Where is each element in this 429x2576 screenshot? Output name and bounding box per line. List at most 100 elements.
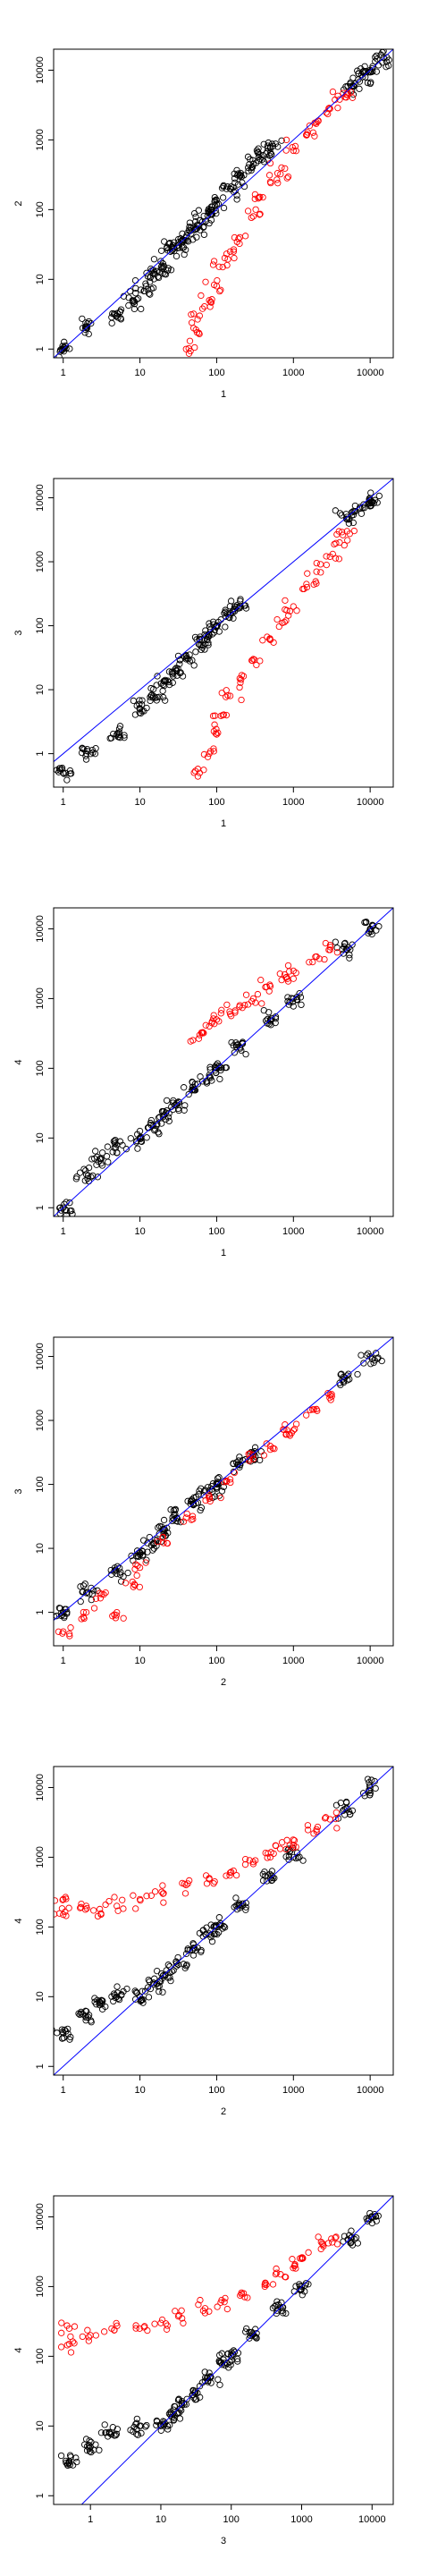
point-red (226, 1872, 233, 1879)
point-black (171, 239, 178, 246)
point-black (273, 2309, 280, 2318)
point-black (104, 1143, 112, 1150)
point-black (90, 2446, 97, 2453)
point-black (116, 723, 124, 730)
point-black (345, 520, 353, 527)
point-red (210, 1012, 217, 1019)
point-red (226, 692, 234, 699)
point-red (334, 92, 341, 99)
point-red (160, 1899, 167, 1906)
point-red (304, 1822, 312, 1829)
point-red (252, 1857, 259, 1864)
point-black (77, 1583, 84, 1590)
point-black (81, 2012, 88, 2020)
point-black (170, 1507, 178, 1514)
point-black (82, 756, 90, 763)
y-tick-label: 100 (35, 1060, 46, 1076)
point-red (58, 2329, 65, 2336)
point-black (147, 1541, 156, 1549)
point-red (242, 991, 250, 998)
point-red (236, 1003, 243, 1011)
point-red (317, 2245, 324, 2253)
y-tick-label: 100 (35, 617, 46, 633)
x-tick-label: 1000 (282, 797, 304, 808)
point-red (324, 110, 332, 118)
point-black (380, 49, 387, 55)
point-red (332, 2233, 340, 2241)
point-black (232, 1894, 240, 1902)
point-black (149, 1546, 156, 1554)
point-red (185, 344, 192, 352)
point-black (279, 2304, 286, 2311)
point-black (218, 2350, 225, 2357)
point-red (259, 193, 266, 201)
point-black (58, 345, 65, 352)
y-tick-label: 10 (35, 684, 46, 695)
point-black (372, 54, 379, 61)
point-red (241, 1860, 249, 1868)
point-red (240, 673, 248, 680)
point-black (150, 1979, 157, 1987)
point-red (112, 1614, 120, 1622)
point-black (115, 725, 123, 733)
point-black (169, 1099, 177, 1106)
point-red (218, 1006, 225, 1013)
point-black (181, 250, 188, 258)
point-black (147, 1116, 156, 1124)
point-black (302, 2280, 309, 2287)
point-red (275, 623, 282, 631)
point-red (216, 287, 223, 295)
point-black (147, 684, 155, 692)
point-red (221, 254, 229, 262)
point-black (64, 2030, 72, 2038)
point-black (364, 1775, 372, 1783)
point-black (367, 928, 374, 936)
point-red (79, 2333, 87, 2341)
point-black (57, 2452, 65, 2460)
point-black (285, 1856, 292, 1863)
point-red (203, 1880, 211, 1887)
point-black (103, 2428, 110, 2436)
point-red (238, 696, 245, 704)
point-black (114, 1563, 122, 1570)
point-black (200, 231, 208, 239)
point-red (196, 312, 204, 319)
point-red (144, 2326, 151, 2334)
point-black (344, 1377, 351, 1384)
point-black (87, 750, 95, 758)
point-red (83, 1904, 90, 1912)
point-red (241, 1855, 249, 1863)
point-red (67, 1624, 74, 1631)
point-black (130, 697, 137, 705)
scatter-chart-6: 1 1 10 10 100 100 1000 1000 10000 10000 3 4 (13, 2195, 394, 2546)
point-black (82, 1167, 89, 1174)
point-red (186, 1877, 193, 1885)
point-black (374, 499, 381, 506)
point-black (158, 1107, 166, 1115)
point-red (261, 2283, 268, 2291)
point-red (210, 727, 218, 735)
point-black (56, 346, 64, 353)
x-axis-label: 1 (221, 818, 226, 829)
point-black (153, 697, 160, 704)
point-red (310, 1830, 317, 1837)
point-red (284, 962, 292, 970)
point-red (133, 1572, 140, 1580)
point-black (255, 149, 262, 157)
point-black (216, 1063, 223, 1071)
point-black (119, 1141, 126, 1148)
point-red (63, 2322, 71, 2329)
point-black (235, 170, 242, 177)
point-black (341, 939, 349, 947)
point-black (197, 1506, 204, 1514)
point-black (253, 147, 261, 154)
point-black (255, 145, 262, 152)
point-black (139, 1537, 147, 1544)
point-black (253, 2330, 260, 2337)
point-black (103, 1153, 111, 1160)
point-black (372, 2213, 380, 2220)
point-red (55, 1910, 63, 1917)
point-black (189, 1946, 196, 1954)
point-black (110, 730, 117, 738)
point-black (130, 301, 139, 308)
